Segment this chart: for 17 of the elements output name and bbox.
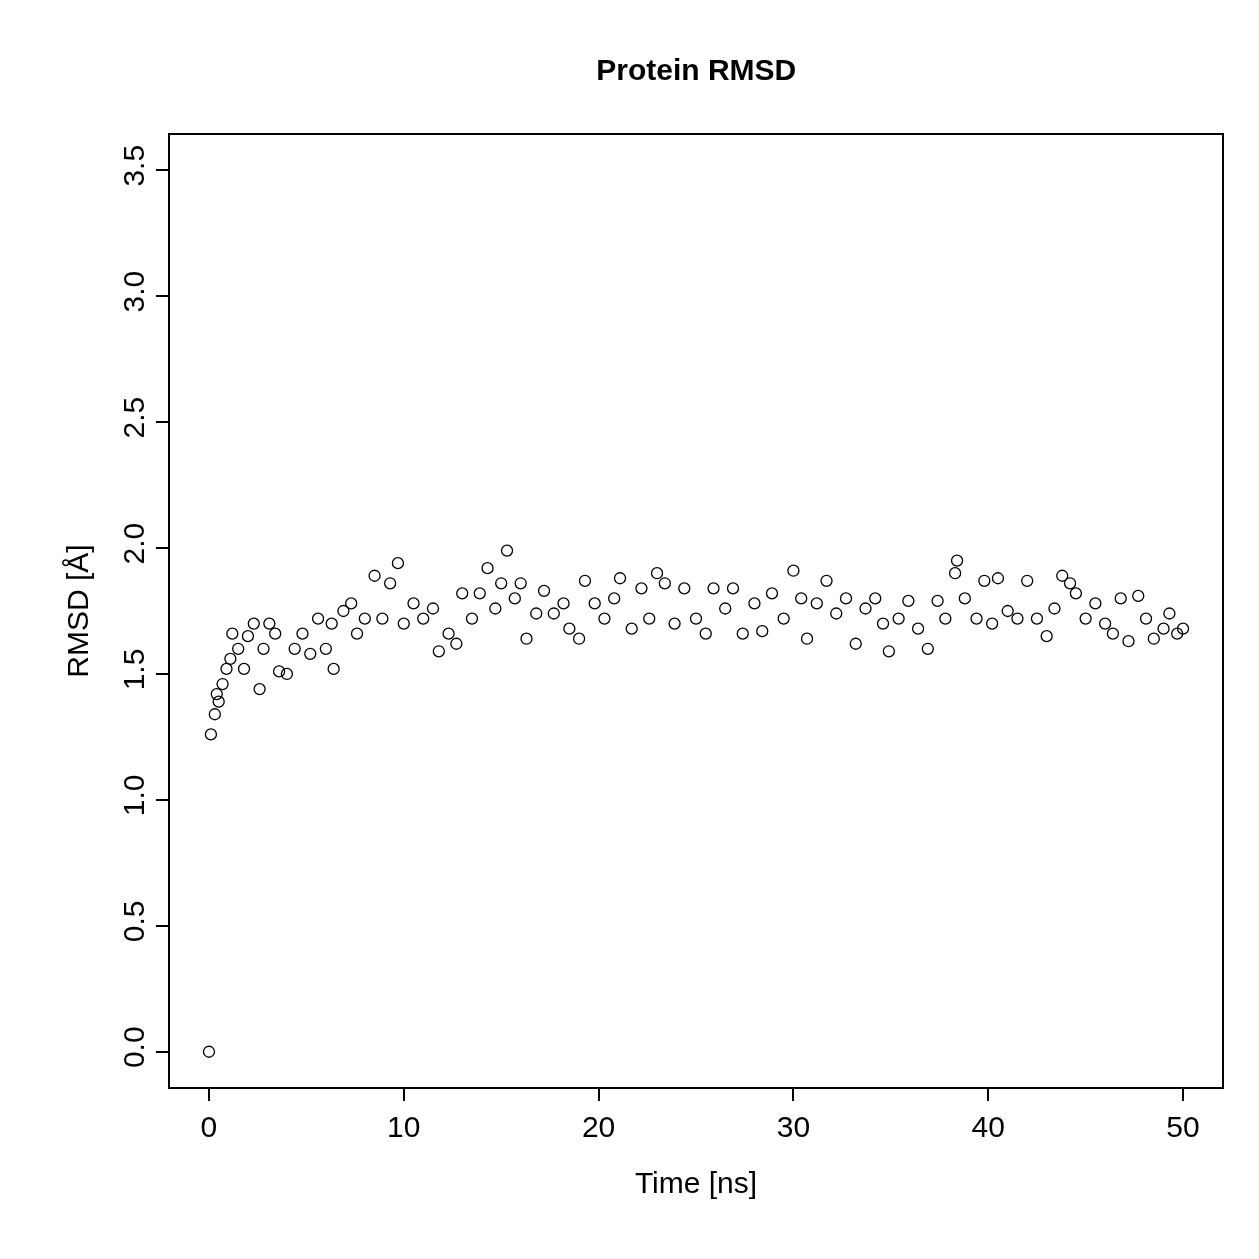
x-tick-label: 0 [200,1110,218,1143]
y-axis-title: RMSD [Å] [60,544,94,678]
chart-title: Protein RMSD [596,52,797,86]
x-tick-label: 40 [971,1110,1005,1143]
x-tick-label: 20 [581,1110,616,1143]
y-tick-label: 0.0 [117,1026,150,1069]
y-tick-label: 3.5 [117,144,150,187]
y-tick-label: 1.0 [117,774,150,817]
y-tick-label: 2.5 [117,396,150,439]
x-tick-label: 10 [387,1110,421,1143]
x-tick-label: 30 [776,1110,811,1143]
y-tick-label: 3.0 [117,270,150,313]
x-tick-label: 50 [1166,1110,1200,1143]
y-tick-label: 1.5 [117,648,150,691]
y-tick-label: 0.5 [117,900,150,943]
x-axis-title: Time [ns] [634,1166,758,1199]
y-tick-label: 2.0 [117,522,150,565]
